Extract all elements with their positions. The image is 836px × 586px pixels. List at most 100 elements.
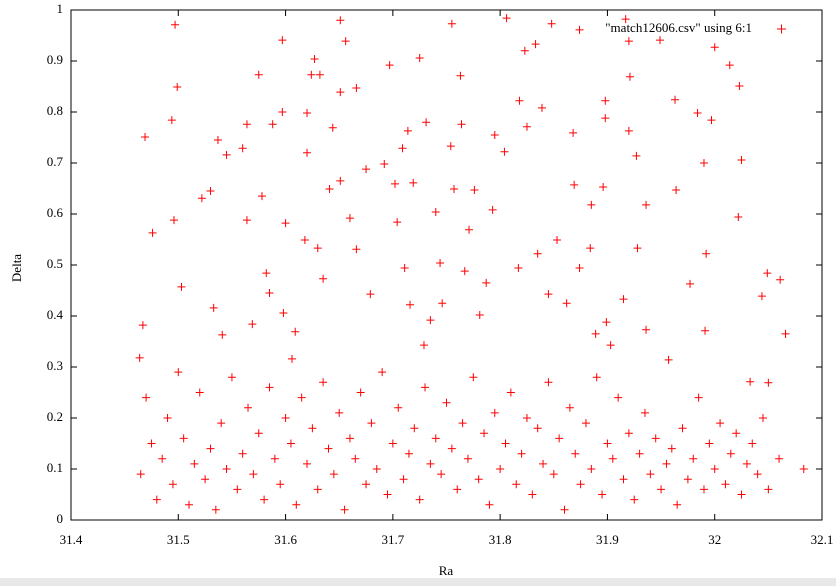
data-point (238, 144, 247, 153)
data-point (265, 383, 274, 392)
data-point (336, 176, 345, 185)
x-axis-label: Ra (439, 563, 454, 578)
data-point (319, 378, 328, 387)
data-point (341, 37, 350, 46)
data-point (142, 393, 151, 402)
y-tick-label: 0.7 (47, 154, 64, 169)
data-point (587, 465, 596, 473)
data-point (185, 500, 194, 509)
data-point (490, 130, 499, 139)
data-point (242, 216, 251, 225)
data-point (288, 354, 297, 363)
data-point (742, 459, 751, 468)
data-point (539, 459, 548, 468)
data-point (262, 269, 271, 278)
data-point (737, 155, 746, 164)
data-point (581, 419, 590, 428)
data-point (179, 434, 188, 443)
data-point (345, 214, 354, 223)
data-point (211, 505, 220, 514)
data-point (458, 419, 467, 428)
data-point (619, 295, 628, 304)
data-point (490, 408, 499, 417)
data-point (625, 72, 634, 81)
data-point (249, 470, 258, 479)
data-point (482, 278, 491, 287)
y-tick-label: 0.6 (47, 205, 64, 220)
data-point (531, 40, 540, 49)
data-point (265, 289, 274, 298)
data-point (195, 388, 204, 397)
data-point (319, 274, 328, 283)
y-tick-label: 0.3 (47, 358, 63, 373)
data-point (512, 480, 521, 489)
data-point (315, 70, 324, 79)
data-point (404, 449, 413, 458)
data-point (409, 178, 418, 187)
data-point (450, 185, 459, 194)
data-point (248, 320, 257, 329)
data-point (307, 70, 316, 79)
data-point (764, 378, 773, 387)
data-point (421, 383, 430, 392)
data-point (453, 485, 462, 494)
data-point (555, 434, 564, 443)
data-point (614, 393, 623, 402)
x-tick-label: 31.9 (596, 532, 619, 547)
data-point (167, 116, 176, 125)
data-point (303, 459, 312, 468)
data-point (635, 449, 644, 458)
data-point (776, 275, 785, 284)
data-point (506, 388, 515, 397)
data-point (496, 465, 505, 473)
data-point (533, 424, 542, 433)
data-point (281, 414, 290, 422)
data-point (190, 459, 199, 468)
data-point (726, 449, 735, 458)
data-point (591, 329, 600, 338)
data-point (268, 120, 277, 129)
data-point (366, 290, 375, 299)
data-point (169, 216, 178, 225)
data-point (260, 495, 269, 504)
data-point (522, 414, 531, 422)
data-point (575, 25, 584, 34)
data-point (378, 368, 387, 377)
data-point (345, 434, 354, 443)
data-point (276, 480, 285, 489)
data-point (748, 439, 757, 448)
y-tick-label: 0.1 (47, 460, 63, 475)
data-point (201, 475, 210, 484)
data-point (209, 303, 218, 312)
data-point (514, 264, 523, 273)
data-point (456, 71, 465, 80)
data-point (206, 187, 215, 196)
data-point (603, 439, 612, 448)
data-point (300, 236, 309, 245)
data-point (480, 429, 489, 438)
data-point (515, 96, 524, 105)
data-point (601, 114, 610, 123)
data-point (737, 490, 746, 499)
data-point (474, 475, 483, 484)
data-point (227, 373, 236, 382)
data-point (463, 454, 472, 463)
data-point (367, 419, 376, 428)
data-point (642, 325, 651, 334)
data-point (206, 444, 215, 453)
data-point (217, 419, 226, 428)
data-point (586, 244, 595, 253)
data-point (528, 490, 537, 499)
data-point (352, 84, 361, 93)
data-point (667, 444, 676, 453)
data-point (335, 408, 344, 417)
data-point (442, 398, 451, 407)
data-point (608, 454, 617, 463)
data-point (517, 449, 526, 458)
data-point (686, 279, 695, 288)
data-point (571, 449, 580, 458)
data-point (398, 144, 407, 153)
data-point (278, 108, 287, 116)
data-point (163, 414, 172, 422)
